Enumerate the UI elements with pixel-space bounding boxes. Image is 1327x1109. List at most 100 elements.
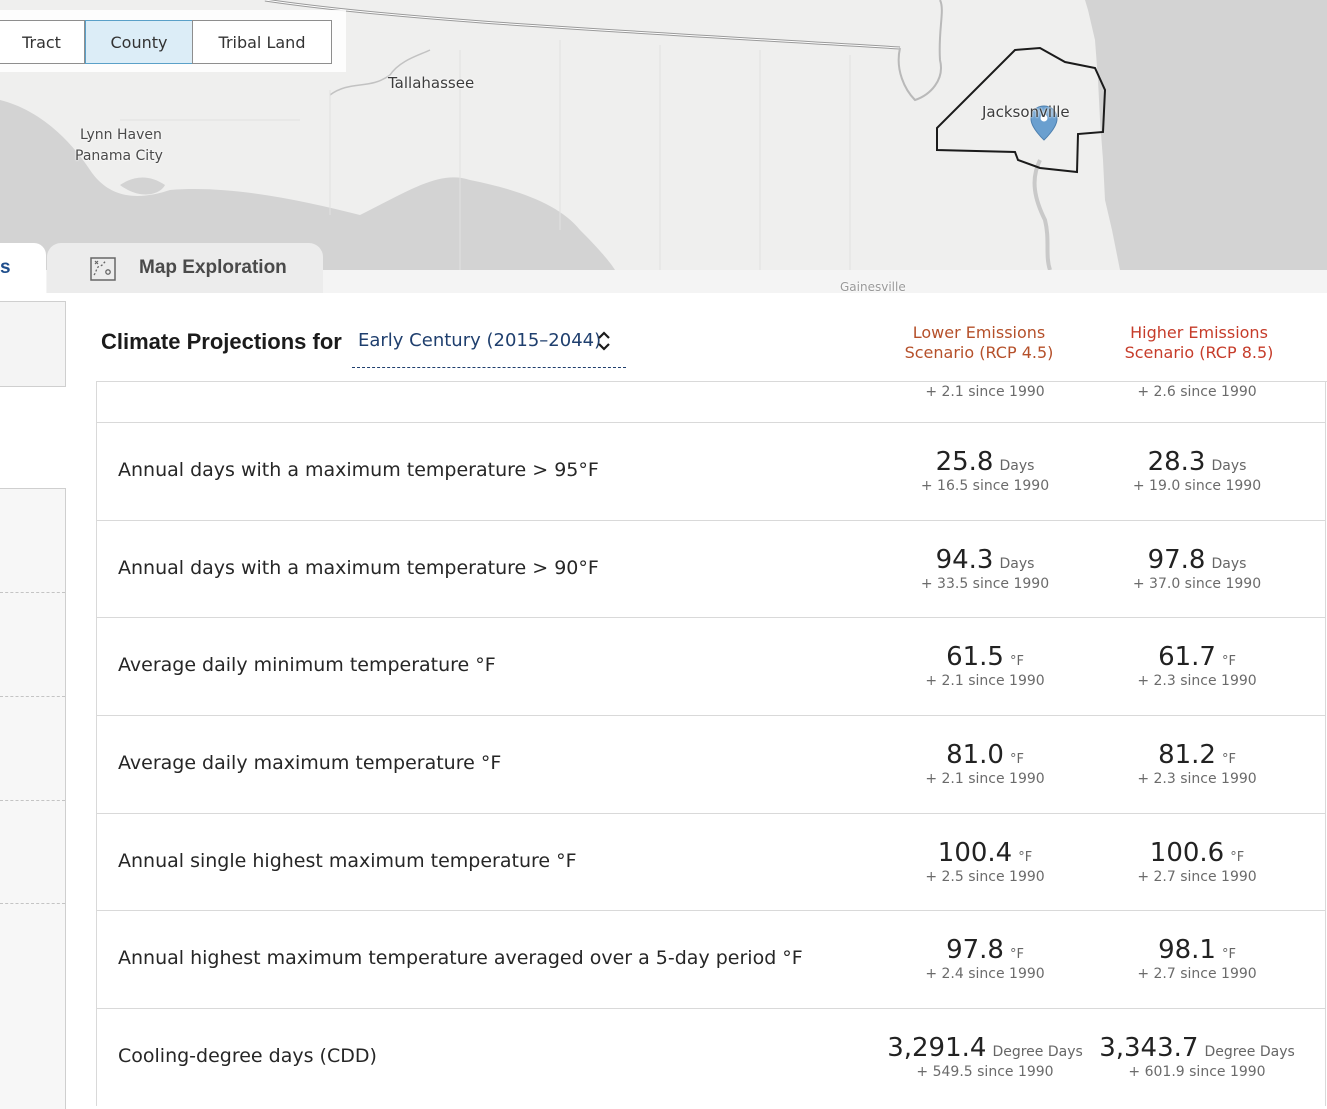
unit: °F	[1009, 752, 1024, 767]
value-cell-lower: 100.4 °F + 2.5 since 1990	[875, 838, 1095, 885]
sidebar-divider	[0, 592, 65, 593]
sidebar-box-top[interactable]	[0, 301, 66, 387]
value: 100.4	[937, 838, 1013, 868]
projection-table: + 2.1 since 1990 + 2.6 since 1990 Annual…	[96, 381, 1326, 1106]
value-cell-lower: 97.8 °F + 2.4 since 1990	[875, 935, 1095, 982]
scenario-lower-line1: Lower Emissions	[912, 323, 1046, 342]
change-since-1990: + 2.5 since 1990	[925, 869, 1045, 885]
unit: Days	[1211, 458, 1247, 474]
scenario-header-higher: Higher Emissions Scenario (RCP 8.5)	[1099, 323, 1299, 363]
sidebar	[0, 293, 66, 1109]
change-since-1990: + 2.4 since 1990	[925, 966, 1045, 982]
change-since-1990: + 601.9 since 1990	[1128, 1064, 1266, 1080]
table-row: Annual days with a maximum temperature >…	[97, 521, 1325, 618]
panel-header: Climate Projections for Early Century (2…	[96, 293, 1327, 382]
change-since-1990: + 37.0 since 1990	[1132, 576, 1262, 592]
change-since-1990: + 2.1 since 1990	[925, 771, 1045, 787]
value: 94.3	[935, 545, 994, 575]
unit: Days	[999, 458, 1035, 474]
value-cell-lower: 81.0 °F + 2.1 since 1990	[875, 740, 1095, 787]
scenario-higher-line1: Higher Emissions	[1130, 323, 1268, 342]
unit: °F	[1230, 850, 1245, 865]
change-since-1990: + 2.6 since 1990	[1137, 384, 1257, 400]
row-label: Annual days with a maximum temperature >…	[118, 557, 599, 579]
map-label-tallahassee: Tallahassee	[388, 74, 475, 92]
table-row: Average daily maximum temperature °F 81.…	[97, 716, 1325, 814]
value-cell-lower: + 2.1 since 1990	[875, 383, 1095, 400]
value-cell-higher: 3,343.7 Degree Days + 601.9 since 1990	[1087, 1033, 1307, 1080]
value-cell-higher: 98.1 °F + 2.7 since 1990	[1087, 935, 1307, 982]
basemap	[0, 0, 1327, 293]
period-select[interactable]: Early Century (2015–2044)	[352, 327, 626, 368]
chevron-up-down-icon	[598, 331, 610, 351]
unit: °F	[1221, 752, 1236, 767]
geo-button-county[interactable]: County	[85, 20, 193, 64]
table-row: Annual single highest maximum temperatur…	[97, 814, 1325, 911]
unit: Degree Days	[1204, 1044, 1295, 1060]
change-since-1990: + 549.5 since 1990	[916, 1064, 1054, 1080]
map-label-gainesville: Gainesville	[840, 280, 906, 293]
value-cell-higher: 100.6 °F + 2.7 since 1990	[1087, 838, 1307, 885]
climate-projections-panel: Climate Projections for Early Century (2…	[96, 293, 1327, 1106]
table-row: Annual highest maximum temperature avera…	[97, 911, 1325, 1009]
map-label-lynn-haven: Lynn Haven	[80, 127, 162, 143]
unit: Days	[1211, 556, 1247, 572]
value-cell-higher: 81.2 °F + 2.3 since 1990	[1087, 740, 1307, 787]
tab-map-exploration[interactable]: Map Exploration	[47, 243, 323, 293]
scenario-header-lower: Lower Emissions Scenario (RCP 4.5)	[879, 323, 1079, 363]
tab-climate-projections[interactable]: s	[0, 243, 46, 293]
table-row: Average daily minimum temperature °F 61.…	[97, 618, 1325, 716]
value: 61.7	[1158, 642, 1216, 672]
change-since-1990: + 16.5 since 1990	[920, 478, 1050, 494]
value: 97.8	[1147, 545, 1206, 575]
geo-button-tribal-land[interactable]: Tribal Land	[192, 20, 332, 64]
value: 97.8	[946, 935, 1004, 965]
change-since-1990: + 2.7 since 1990	[1137, 966, 1257, 982]
row-label: Annual highest maximum temperature avera…	[118, 947, 803, 969]
sidebar-divider	[0, 800, 65, 801]
value: 61.5	[946, 642, 1004, 672]
scenario-higher-line2: Scenario (RCP 8.5)	[1124, 343, 1274, 362]
value: 81.2	[1158, 740, 1216, 770]
location-pin-icon	[1030, 105, 1058, 141]
sidebar-divider	[0, 903, 65, 904]
geo-button-tract[interactable]: Tract	[0, 20, 85, 64]
value: 81.0	[946, 740, 1004, 770]
map-exploration-icon	[90, 257, 116, 281]
change-since-1990: + 2.3 since 1990	[1137, 673, 1257, 689]
value: 3,291.4	[887, 1033, 987, 1063]
value-cell-higher: 61.7 °F + 2.3 since 1990	[1087, 642, 1307, 689]
table-row: + 2.1 since 1990 + 2.6 since 1990	[97, 381, 1325, 423]
unit: Degree Days	[992, 1044, 1083, 1060]
value-cell-higher: 97.8 Days + 37.0 since 1990	[1087, 545, 1307, 592]
sidebar-box-list	[0, 488, 66, 1109]
value: 25.8	[935, 447, 994, 477]
value: 28.3	[1147, 447, 1206, 477]
unit: °F	[1009, 947, 1024, 962]
unit: °F	[1221, 654, 1236, 669]
row-label: Cooling-degree days (CDD)	[118, 1045, 377, 1067]
change-since-1990: + 2.1 since 1990	[925, 673, 1045, 689]
map-label-jacksonville: Jacksonville	[982, 103, 1070, 121]
row-label: Annual days with a maximum temperature >…	[118, 459, 599, 481]
change-since-1990: + 33.5 since 1990	[920, 576, 1050, 592]
change-since-1990: + 2.1 since 1990	[925, 384, 1045, 400]
value: 100.6	[1149, 838, 1225, 868]
change-since-1990: + 2.3 since 1990	[1137, 771, 1257, 787]
scenario-lower-line2: Scenario (RCP 4.5)	[904, 343, 1054, 362]
value-cell-lower: 3,291.4 Degree Days + 549.5 since 1990	[875, 1033, 1095, 1080]
unit: °F	[1018, 850, 1033, 865]
period-select-value: Early Century (2015–2044)	[358, 330, 602, 351]
table-row: Cooling-degree days (CDD) 3,291.4 Degree …	[97, 1009, 1325, 1106]
table-row: Annual days with a maximum temperature >…	[97, 423, 1325, 521]
tab-left-label: s	[0, 257, 11, 278]
value-cell-lower: 61.5 °F + 2.1 since 1990	[875, 642, 1095, 689]
sidebar-divider	[0, 696, 65, 697]
change-since-1990: + 19.0 since 1990	[1132, 478, 1262, 494]
value-cell-higher: + 2.6 since 1990	[1087, 383, 1307, 400]
value-cell-lower: 25.8 Days + 16.5 since 1990	[875, 447, 1095, 494]
row-label: Average daily maximum temperature °F	[118, 752, 502, 774]
geography-toggle: Tract County Tribal Land	[0, 10, 346, 72]
panel-title: Climate Projections for	[101, 329, 342, 354]
tab-map-exploration-label: Map Exploration	[139, 257, 287, 278]
